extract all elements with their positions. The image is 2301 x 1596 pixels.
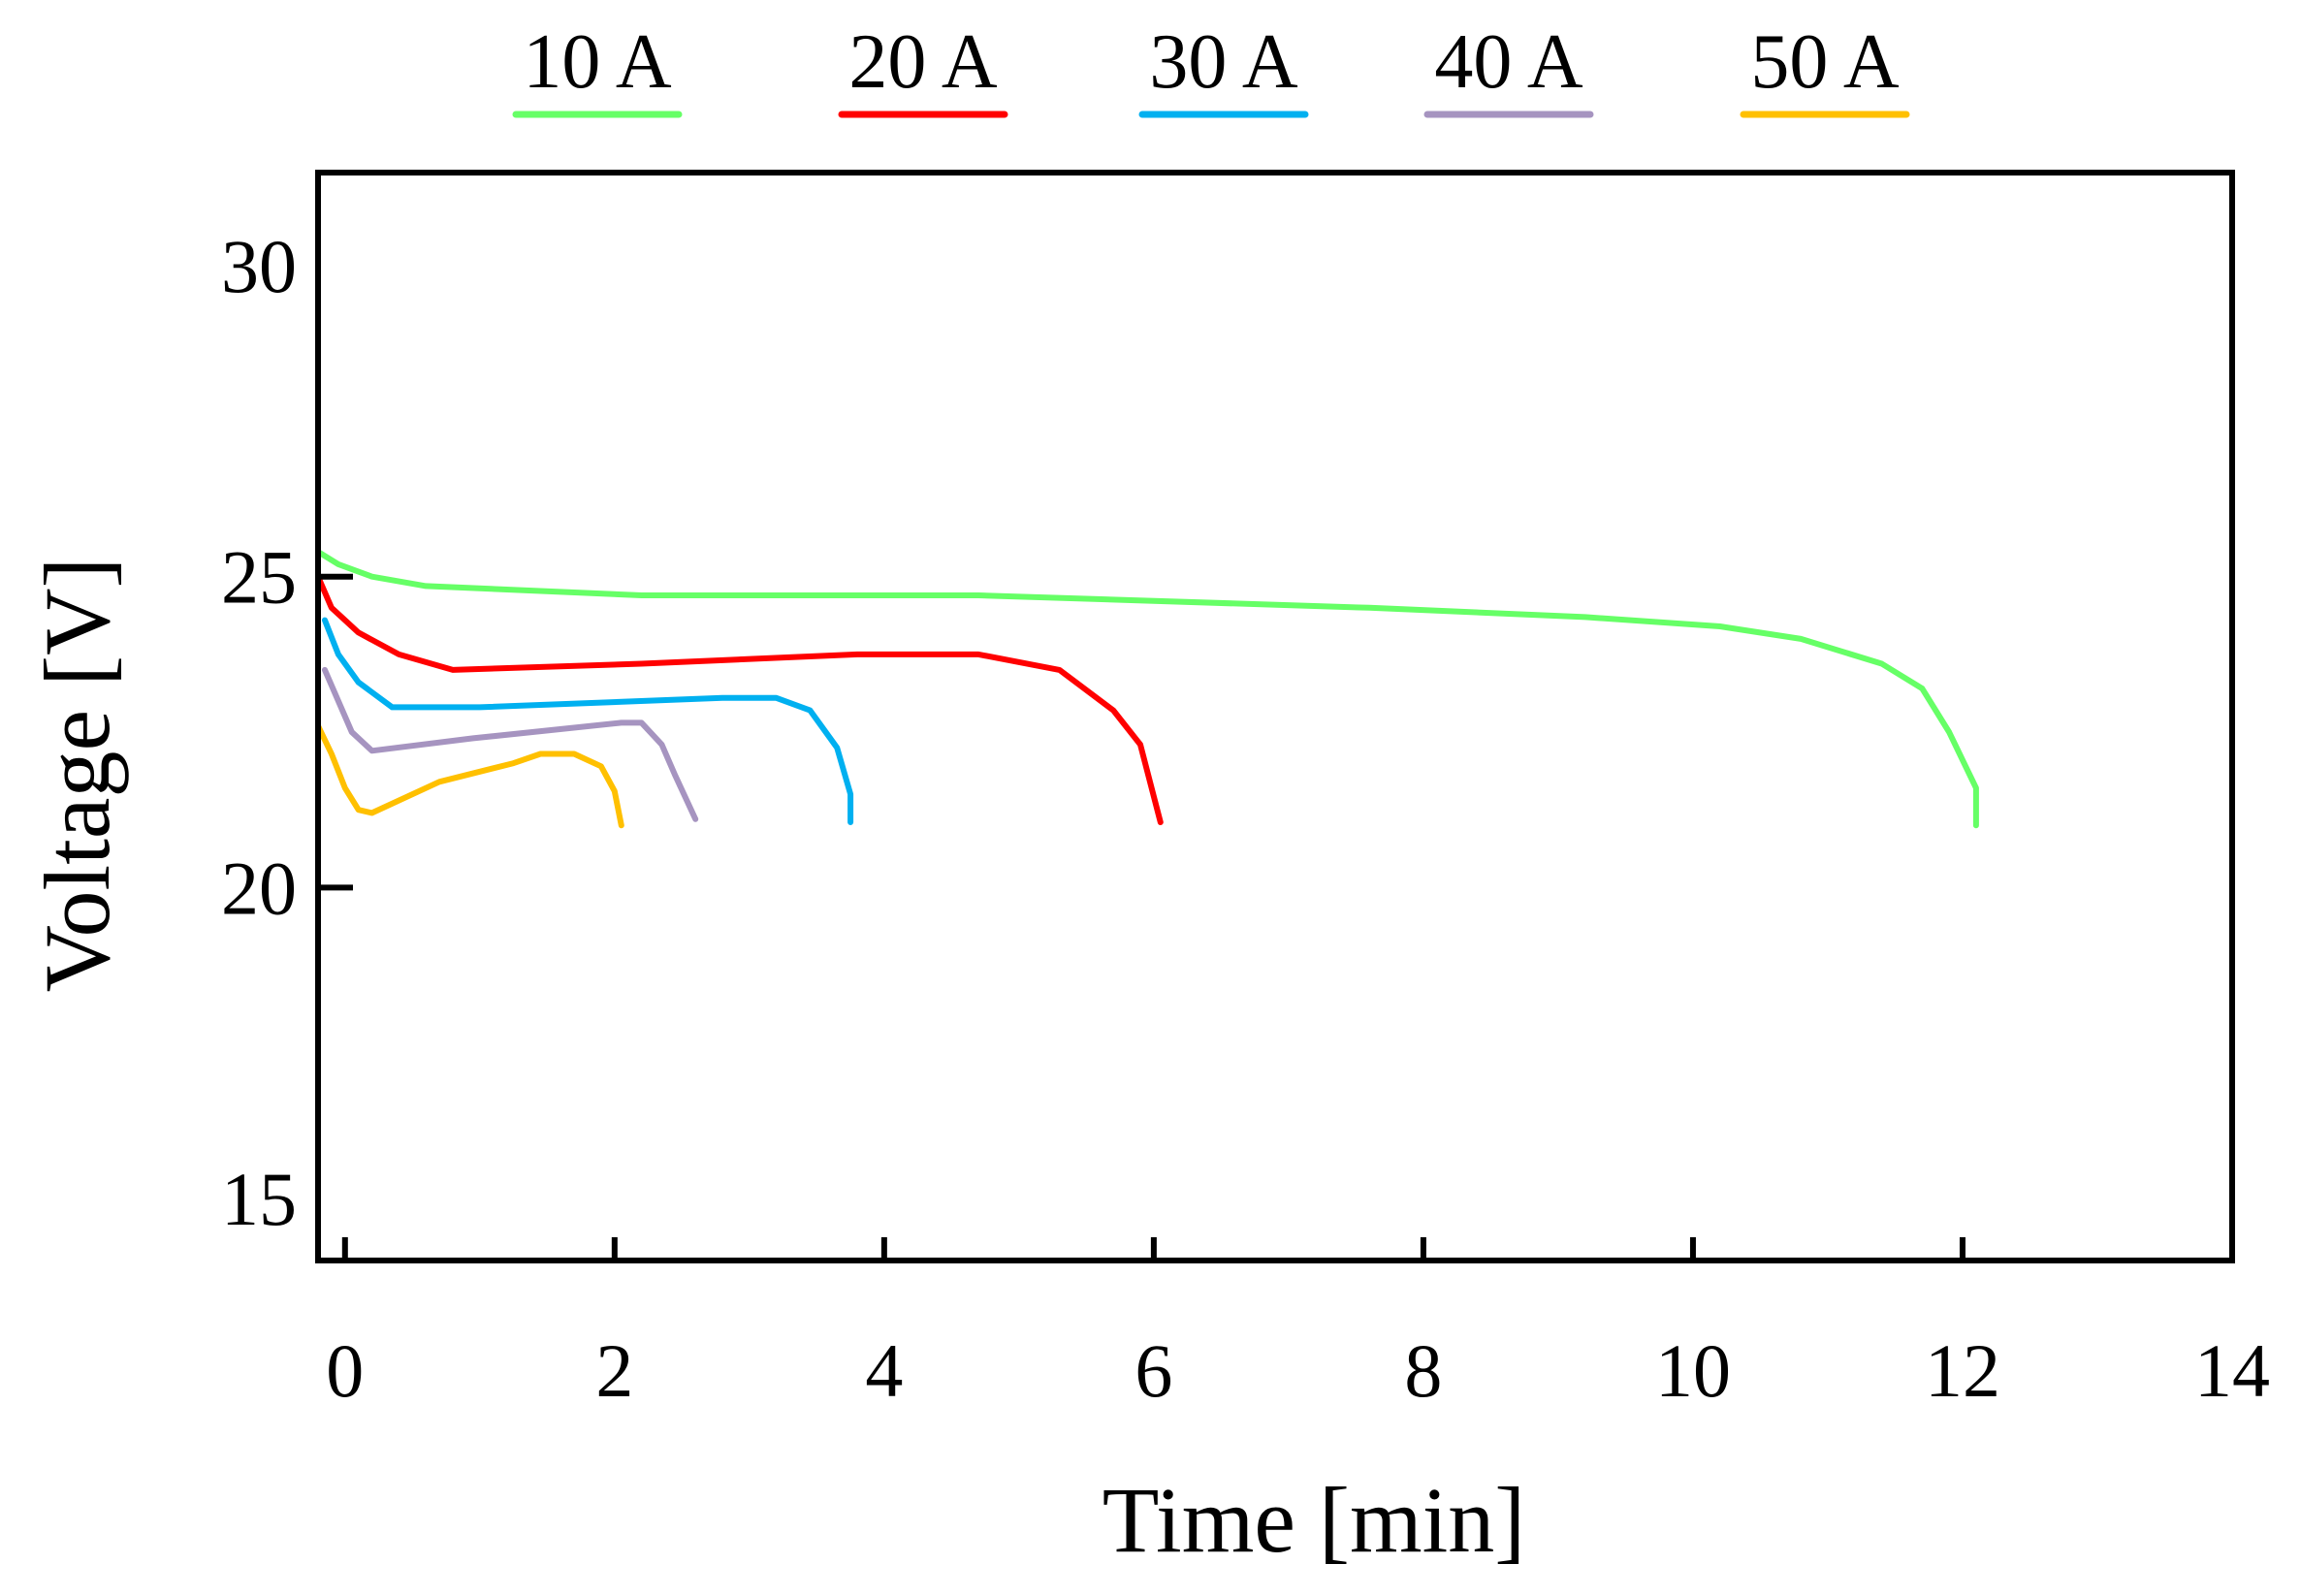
y-tick-label-0: 15 [221, 1157, 297, 1241]
series-line-1 [315, 549, 1979, 829]
x-tick-label-3: 6 [1135, 1328, 1172, 1413]
legend-label-5: 50 A [1750, 19, 1900, 105]
x-tick-label-6: 12 [1925, 1328, 2000, 1413]
series-line-5 [315, 722, 624, 829]
x-tick-label-5: 10 [1655, 1328, 1731, 1413]
axis-tick-labels: 0 2 4 6 8 10 12 14 15 20 25 30 [221, 224, 2270, 1413]
legend-label-2: 20 A [848, 19, 998, 105]
legend: 10 A 20 A 30 A 40 A 50 A [512, 19, 1910, 118]
plot-lines [315, 549, 1979, 829]
y-tick-label-3: 30 [221, 224, 297, 308]
x-tick-label-7: 14 [2194, 1328, 2270, 1413]
x-tick-label-4: 8 [1404, 1328, 1442, 1413]
plot-frame [315, 170, 2235, 1263]
y-tick-label-1: 20 [221, 846, 297, 930]
y-tick-label-2: 25 [221, 535, 297, 620]
x-tick-label-1: 2 [595, 1328, 633, 1413]
series-line-4 [322, 666, 699, 822]
axis-ticks [318, 573, 1965, 1261]
legend-label-3: 30 A [1149, 19, 1298, 105]
series-line-2 [315, 573, 1164, 825]
series-line-3 [322, 617, 854, 825]
y-axis-title: Voltage [V] [25, 558, 129, 993]
x-tick-label-2: 4 [865, 1328, 903, 1413]
legend-label-1: 10 A [523, 19, 672, 105]
x-tick-label-0: 0 [326, 1328, 364, 1413]
legend-label-4: 40 A [1434, 19, 1583, 105]
x-axis-title: Time [min] [1103, 1468, 1526, 1572]
